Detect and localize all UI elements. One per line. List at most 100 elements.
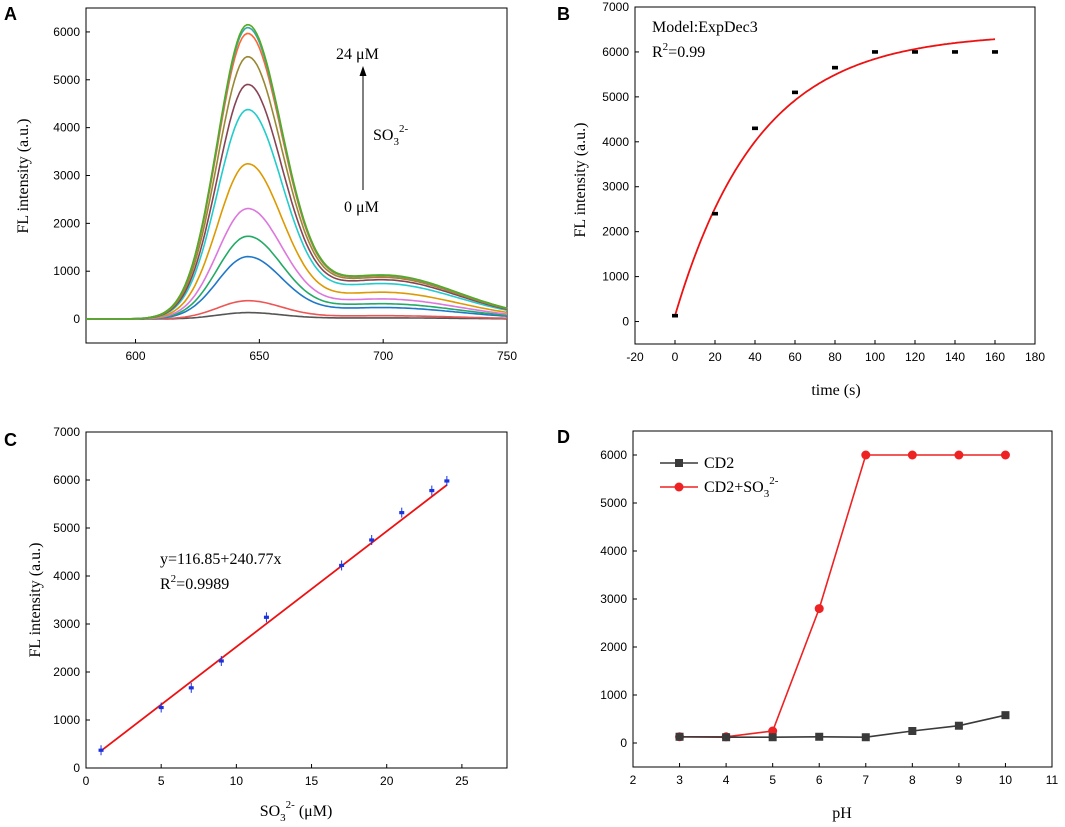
panel-b-xtick-label: 160: [985, 350, 1005, 364]
panel-a-ytick-label: 5000: [53, 73, 80, 87]
panel-c-ytick-label: 5000: [53, 521, 80, 535]
series-marker: [954, 721, 963, 730]
panel-b-ytick-label: 1000: [602, 270, 629, 284]
panel-a-xtick-label: 750: [497, 349, 517, 363]
data-point: [369, 538, 375, 542]
panel-c-ytick-label: 0: [73, 761, 80, 775]
panel-b-xtick-label: 60: [788, 350, 802, 364]
series-marker: [814, 604, 824, 614]
panel-letter-a: A: [4, 4, 17, 24]
emission-curve: [86, 207, 508, 320]
series-marker: [861, 450, 871, 460]
panel-d-xtick-label: 5: [769, 773, 776, 787]
data-point: [429, 488, 435, 493]
panel-c-ytick-label: 3000: [53, 617, 80, 631]
data-point: [672, 313, 678, 318]
panel-c-equation: y=116.85+240.77x: [160, 551, 281, 568]
series-marker: [722, 733, 731, 742]
emission-curve: [86, 26, 508, 320]
panel-d-xtick-label: 6: [816, 773, 823, 787]
panel-b-points: [672, 50, 998, 318]
panel-a-frame: [85, 7, 508, 344]
data-point: [263, 615, 269, 619]
data-point: [444, 479, 450, 483]
panel-c-ytick-label: 7000: [53, 425, 80, 439]
series-marker: [675, 732, 684, 741]
panel-a-ylabel: FL intensity (a.u.): [15, 119, 32, 234]
data-point: [792, 90, 798, 95]
data-point: [952, 50, 958, 54]
panel-d-xtick-label: 4: [723, 773, 730, 787]
panel-d-ytick-label: 5000: [600, 496, 627, 510]
panel-a-xtick-label: 650: [249, 349, 269, 363]
series-line: [679, 714, 1006, 739]
series-marker: [1000, 450, 1010, 460]
legend-cd2-label: CD2: [704, 455, 734, 472]
panel-a-ytick-label: 6000: [53, 25, 80, 39]
panel-a-ticks: 0 1000 2000 3000 4000 5000 6000 600 650 700 750: [53, 25, 517, 363]
panel-a-ytick-label: 0: [73, 312, 80, 326]
panel-b-ytick-label: 6000: [602, 45, 629, 59]
panel-b-model-text: Model:ExpDec3: [652, 19, 758, 36]
panel-d-frame: [632, 430, 1053, 768]
panel-a-ytick-label: 1000: [53, 264, 80, 278]
panel-c-frame: [85, 431, 508, 769]
panel-d-ytick-label: 6000: [600, 448, 627, 462]
emission-curve: [86, 23, 508, 320]
panel-a-ytick-label: 2000: [53, 216, 80, 230]
panel-a-arrow-bottom-label: 0 μM: [344, 199, 379, 216]
panel-b-xtick-label: 140: [945, 350, 965, 364]
panel-c-r2-text: R2=0.9989: [160, 573, 229, 593]
panel-a-xtick-label: 700: [373, 349, 393, 363]
emission-curve: [86, 55, 508, 320]
panel-b: 0 1000 2000 3000 4000 5000 6000 7000 -20 0 20 40 60 8…: [572, 0, 1045, 399]
panel-c-ylabel: FL intensity (a.u.): [27, 543, 44, 658]
data-point: [158, 705, 164, 710]
panel-c-ytick-label: 2000: [53, 665, 80, 679]
legend-cd2so3-marker: [674, 482, 684, 492]
panel-b-xtick-label: 20: [708, 350, 722, 364]
panel-c-xtick-label: 15: [305, 774, 319, 788]
panel-c-points: [98, 475, 450, 756]
panel-d-ytick-label: 2000: [600, 640, 627, 654]
emission-curve: [86, 83, 508, 320]
panel-letter-c: C: [4, 430, 17, 450]
panel-d-xtick-label: 8: [909, 773, 916, 787]
series-marker: [815, 732, 824, 741]
panel-c-xtick-label: 5: [158, 774, 165, 788]
series-marker: [1001, 711, 1010, 720]
panel-b-xtick-label: -20: [626, 350, 644, 364]
panel-b-ytick-label: 2000: [602, 225, 629, 239]
series-marker: [907, 450, 917, 460]
data-point: [98, 748, 104, 752]
panel-a: 0 1000 2000 3000 4000 5000 6000 600 650 700 750 FL…: [15, 7, 517, 363]
panel-a-xtick-label: 600: [126, 349, 146, 363]
legend-cd2-marker: [675, 459, 683, 467]
emission-curve: [86, 162, 508, 320]
panel-b-r2-text: R2=0.99: [652, 41, 705, 61]
data-point: [712, 211, 718, 216]
panel-b-xtick-label: 0: [672, 350, 679, 364]
panel-c-ytick-label: 1000: [53, 713, 80, 727]
series-marker: [768, 733, 777, 742]
panel-c-ytick-label: 4000: [53, 569, 80, 583]
panel-d-xtick-label: 11: [1046, 773, 1059, 787]
data-point: [752, 126, 758, 131]
panel-b-xlabel: time (s): [811, 382, 860, 399]
fit-curve: [674, 38, 996, 316]
data-point: [399, 511, 405, 515]
panel-a-arrow-top-label: 24 μM: [336, 46, 379, 63]
panel-c-fit: [100, 484, 448, 752]
panel-c-ytick-label: 6000: [53, 473, 80, 487]
data-point: [339, 563, 345, 568]
panel-letter-b: B: [557, 4, 570, 24]
panel-c-xlabel: SO32- (μM): [260, 799, 333, 824]
data-point: [872, 50, 878, 54]
panel-d-ytick-label: 3000: [600, 592, 627, 606]
panel-a-analyte-label: SO32-: [373, 123, 408, 148]
panel-a-ytick-label: 4000: [53, 121, 80, 135]
emission-curve: [86, 32, 508, 320]
panel-c-xtick-label: 0: [83, 774, 90, 788]
panel-d-ytick-label: 4000: [600, 544, 627, 558]
